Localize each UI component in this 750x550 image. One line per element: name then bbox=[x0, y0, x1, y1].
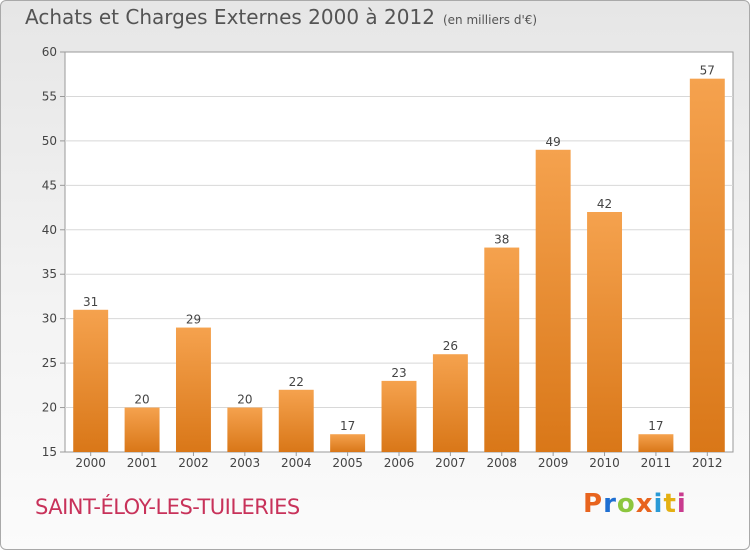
bar bbox=[381, 380, 417, 452]
commune-name: SAINT-ÉLOY-LES-TUILERIES bbox=[35, 495, 300, 519]
bars bbox=[73, 78, 725, 453]
bar bbox=[73, 309, 109, 452]
x-tick-label: 2004 bbox=[281, 456, 312, 470]
data-label: 42 bbox=[597, 197, 612, 211]
data-label: 22 bbox=[289, 375, 304, 389]
y-tick-label: 30 bbox=[42, 312, 57, 326]
x-tick-label: 2007 bbox=[435, 456, 466, 470]
logo-letter: i bbox=[676, 489, 687, 519]
x-axis-ticks: 2000 2001 2002 2003 2004 2005 2006 2007 2008 2009… bbox=[75, 452, 723, 470]
y-tick-label: 20 bbox=[42, 401, 57, 415]
y-tick-label: 15 bbox=[42, 445, 57, 459]
y-tick-label: 25 bbox=[42, 356, 57, 370]
data-label: 17 bbox=[648, 419, 663, 433]
bar bbox=[278, 389, 314, 452]
data-label: 38 bbox=[494, 233, 509, 247]
chart-title-text: Achats et Charges Externes 2000 à 2012 bbox=[25, 5, 435, 29]
chart-title: Achats et Charges Externes 2000 à 2012 (e… bbox=[25, 5, 537, 29]
logo-letter: o bbox=[616, 489, 636, 519]
x-tick-label: 2003 bbox=[230, 456, 261, 470]
y-tick-label: 50 bbox=[42, 134, 57, 148]
bar bbox=[689, 78, 725, 453]
y-tick-label: 35 bbox=[42, 267, 57, 281]
y-tick-label: 40 bbox=[42, 223, 57, 237]
data-label: 49 bbox=[546, 135, 561, 149]
logo-letter: r bbox=[603, 489, 617, 519]
data-label: 20 bbox=[134, 393, 149, 407]
data-label: 57 bbox=[700, 64, 715, 78]
data-label: 26 bbox=[443, 339, 458, 353]
data-label: 29 bbox=[186, 313, 201, 327]
x-tick-label: 2009 bbox=[538, 456, 569, 470]
data-label: 17 bbox=[340, 419, 355, 433]
y-tick-label: 45 bbox=[42, 178, 57, 192]
bar bbox=[432, 354, 468, 452]
x-tick-label: 2005 bbox=[332, 456, 363, 470]
y-axis-ticks: 15 20 25 30 35 40 45 50 55 60 bbox=[42, 45, 65, 459]
x-tick-label: 2006 bbox=[384, 456, 415, 470]
bar bbox=[484, 247, 520, 452]
data-labels: 31 20 29 20 22 17 23 26 38 49 42 17 57 bbox=[83, 64, 715, 434]
data-label: 31 bbox=[83, 295, 98, 309]
data-label: 20 bbox=[237, 393, 252, 407]
bar bbox=[227, 407, 263, 452]
y-tick-label: 60 bbox=[42, 45, 57, 59]
data-label: 23 bbox=[391, 366, 406, 380]
bar bbox=[587, 212, 623, 452]
x-tick-label: 2000 bbox=[75, 456, 106, 470]
logo-letter: i bbox=[653, 489, 664, 519]
logo-letter: x bbox=[635, 489, 654, 519]
bar bbox=[124, 407, 160, 452]
x-tick-label: 2012 bbox=[692, 456, 723, 470]
x-tick-label: 2001 bbox=[127, 456, 158, 470]
y-tick-label: 55 bbox=[42, 89, 57, 103]
proxiti-logo: Proxiti bbox=[583, 489, 687, 519]
logo-letter: t bbox=[663, 489, 677, 519]
x-tick-label: 2002 bbox=[178, 456, 209, 470]
bar bbox=[175, 327, 211, 452]
x-tick-label: 2011 bbox=[641, 456, 672, 470]
x-tick-label: 2008 bbox=[486, 456, 517, 470]
chart-subtitle: (en milliers d'€) bbox=[442, 13, 538, 27]
bar bbox=[638, 434, 674, 452]
bar bbox=[330, 434, 366, 452]
logo-letter: P bbox=[583, 489, 604, 519]
x-tick-label: 2010 bbox=[589, 456, 620, 470]
bar bbox=[535, 149, 571, 452]
